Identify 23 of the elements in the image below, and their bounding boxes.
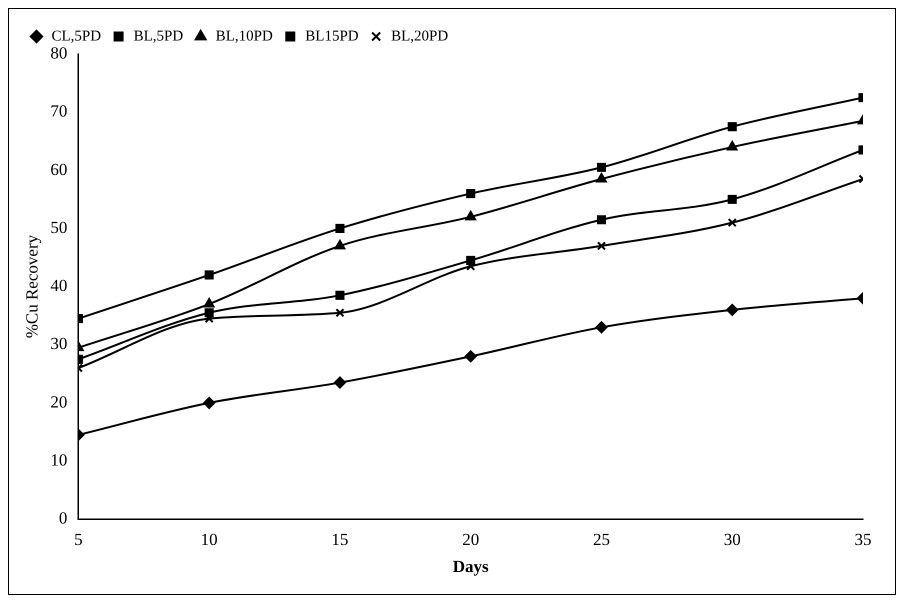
- y-tick-label: 0: [58, 508, 68, 528]
- legend-label: CL,5PD: [52, 28, 102, 44]
- y-tick-label: 20: [50, 392, 68, 412]
- y-tick-label: 50: [50, 218, 68, 237]
- x-tick-label: 25: [592, 530, 610, 549]
- x-tick-label: 30: [724, 530, 741, 549]
- legend-label: BL,10PD: [216, 28, 273, 44]
- x-tick-label: 15: [331, 530, 348, 549]
- y-tick-label: 80: [50, 43, 68, 62]
- legend-label: BL,5PD: [134, 28, 184, 44]
- x-axis-title: Days: [452, 557, 490, 576]
- legend-label: BL15PD: [305, 28, 359, 44]
- y-tick-label: 30: [50, 334, 68, 354]
- y-axis-title: %Cu Recovery: [22, 234, 42, 338]
- x-tick-label: 20: [462, 530, 480, 549]
- legend-label: BL,20PD: [391, 28, 448, 44]
- y-tick-label: 60: [50, 160, 68, 179]
- y-tick-label: 10: [50, 450, 68, 470]
- x-tick-label: 35: [854, 530, 872, 549]
- y-tick-label: 40: [50, 276, 68, 296]
- x-tick-label: 5: [74, 530, 83, 549]
- x-tick-label: 10: [200, 530, 218, 549]
- y-tick-label: 70: [50, 102, 68, 121]
